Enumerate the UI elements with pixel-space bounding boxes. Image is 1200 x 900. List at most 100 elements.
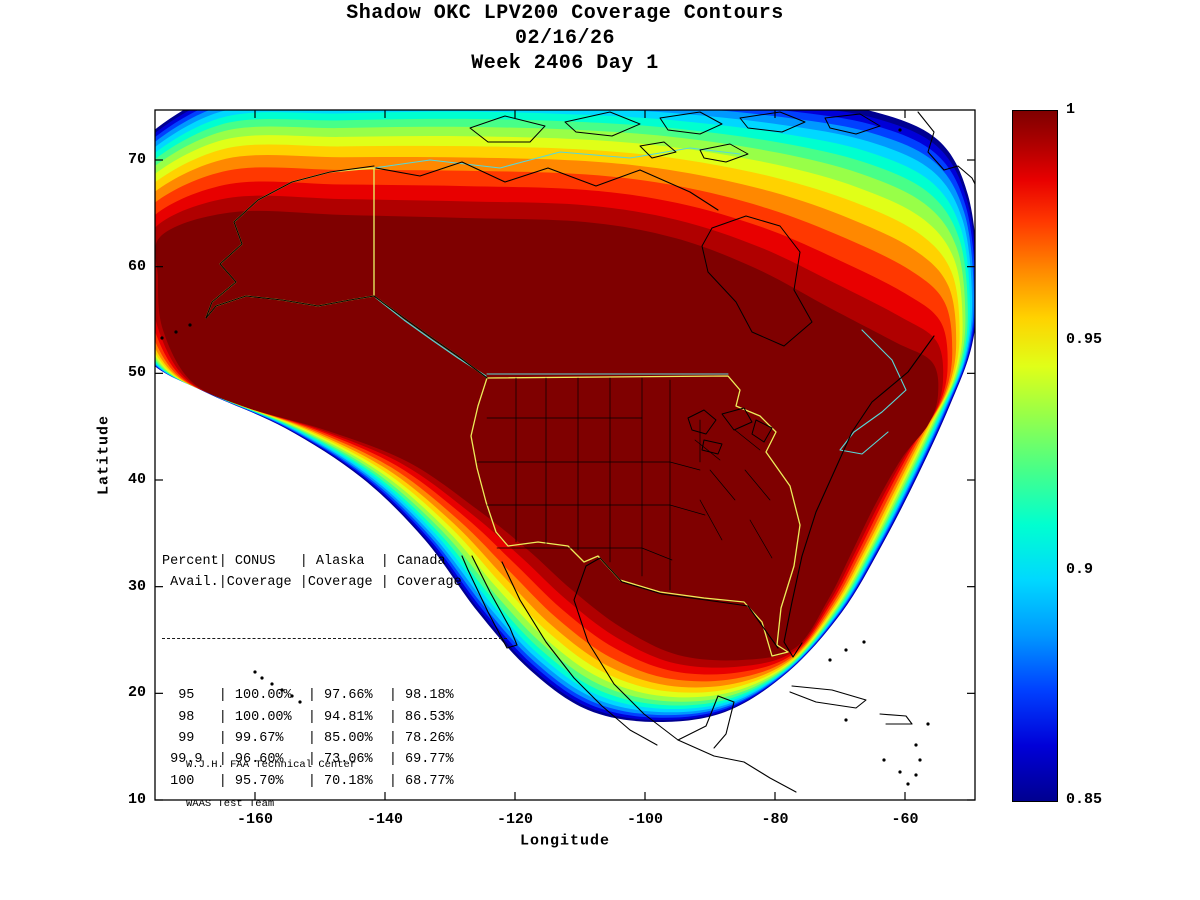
x-tick-label: -100 [626, 811, 663, 828]
y-tick-label: 40 [127, 471, 146, 488]
title-line-1: Shadow OKC LPV200 Coverage Contours [346, 2, 784, 25]
coastline [205, 165, 375, 319]
island-dot [898, 770, 902, 774]
canada-boundary-line [373, 147, 741, 169]
chart-title: Shadow OKC LPV200 Coverage Contours 02/1… [155, 1, 975, 76]
island-dot [270, 682, 274, 686]
island-dot [862, 640, 866, 644]
x-tick-label: -60 [891, 811, 919, 828]
contour-band [155, 210, 939, 661]
island-dot [253, 670, 257, 674]
coastline [375, 161, 719, 211]
title-line-3: Week 2406 Day 1 [471, 52, 659, 75]
island-dot [906, 782, 910, 786]
coastline-island [824, 113, 881, 135]
coastline-island [751, 419, 773, 443]
island-dot [174, 330, 178, 334]
coastline-island [469, 115, 546, 143]
coastline [789, 685, 867, 709]
y-tick-label: 20 [127, 684, 146, 702]
state-boundary [641, 547, 673, 561]
island-dot [914, 773, 918, 777]
state-boundary [749, 519, 773, 559]
state-boundary [669, 504, 706, 516]
island-dot [280, 688, 284, 692]
x-tick-label: -140 [366, 811, 403, 828]
coastline-island [639, 141, 677, 159]
title-line-2: 02/16/26 [514, 27, 615, 50]
island-dot [918, 758, 922, 762]
table-row: 99 | 99.67% | 85.00% | 78.26% [162, 731, 454, 747]
coastline [879, 713, 913, 725]
coastline-island [699, 143, 749, 163]
table-header-line: Avail.|Coverage |Coverage | Coverage [162, 575, 462, 591]
coastline [461, 555, 518, 649]
coastline [783, 335, 935, 658]
coastline-island [687, 409, 717, 435]
state-boundary [699, 499, 723, 541]
state-boundary [709, 469, 736, 501]
axes [154, 109, 976, 801]
coastline-island [721, 407, 753, 431]
colorbar-gradient [1012, 110, 1058, 802]
coastline-island [701, 439, 723, 455]
island-dot [260, 676, 264, 680]
credits: W.J.H. FAA Technical Center WAAS Test Te… [186, 733, 356, 837]
island-dot [844, 648, 848, 652]
colorbar-tick-label: 1 [1066, 101, 1076, 118]
island-dot [926, 722, 930, 726]
coverage-table-header: Percent| CONUS | Alaska | Canada Avail.|… [162, 551, 507, 594]
island-dot [298, 700, 302, 704]
table-header-line: Percent| CONUS | Alaska | Canada [162, 553, 446, 569]
y-tick-label: 50 [127, 364, 146, 382]
table-separator [162, 638, 507, 640]
coastline [573, 557, 797, 793]
y-tick-label: 60 [127, 257, 146, 275]
coastline-island [659, 111, 723, 135]
island-dot [882, 758, 886, 762]
island-dot [148, 341, 151, 344]
island-dot [898, 128, 902, 132]
coastline [373, 295, 488, 379]
canada-boundary-line [375, 297, 487, 377]
map-layers [148, 110, 975, 793]
colorbar-tick-label: 0.9 [1066, 561, 1094, 578]
y-tick-label: 10 [127, 791, 146, 808]
x-tick-label: -120 [496, 811, 533, 828]
x-tick-label: -80 [761, 811, 789, 828]
coastline-island [739, 111, 806, 133]
coastline [917, 111, 975, 186]
coastline [501, 561, 658, 746]
table-row: 100 | 95.70% | 70.18% | 68.77% [162, 773, 454, 789]
colorbar-tick-label: 0.95 [1066, 331, 1103, 348]
credits-line-2: WAAS Test Team [186, 798, 275, 810]
table-row: 99.9 | 96.60% | 73.06% | 69.77% [162, 752, 454, 768]
y-tick-label: 70 [127, 151, 146, 168]
coverage-table-body: 95 | 100.00% | 97.66% | 98.18% 98 | 100.… [162, 685, 507, 792]
credits-line-1: W.J.H. FAA Technical Center [186, 759, 357, 771]
colorbar-tick-label: 0.85 [1066, 791, 1103, 808]
island-dot [914, 743, 918, 747]
state-boundary [744, 469, 771, 501]
x-axis-label: Longitude [519, 832, 611, 850]
island-dot [828, 658, 832, 662]
coastline-island [701, 215, 813, 347]
island-dot [290, 694, 294, 698]
island-dot [844, 718, 848, 722]
table-row: 95 | 100.00% | 97.66% | 98.18% [162, 688, 454, 704]
coastline [205, 295, 375, 319]
island-dot [160, 336, 164, 340]
plot-border [154, 109, 976, 801]
coastline [677, 695, 735, 749]
y-tick-label: 30 [127, 577, 146, 595]
state-boundary [734, 429, 761, 451]
coastline-island [564, 111, 641, 137]
coverage-table: Percent| CONUS | Alaska | Canada Avail.|… [162, 508, 507, 835]
table-row: 98 | 100.00% | 94.81% | 86.53% [162, 709, 454, 725]
state-boundary [669, 461, 701, 471]
canada-boundary-line [839, 329, 907, 455]
conus-boundary [470, 375, 801, 657]
state-boundary [694, 439, 721, 461]
